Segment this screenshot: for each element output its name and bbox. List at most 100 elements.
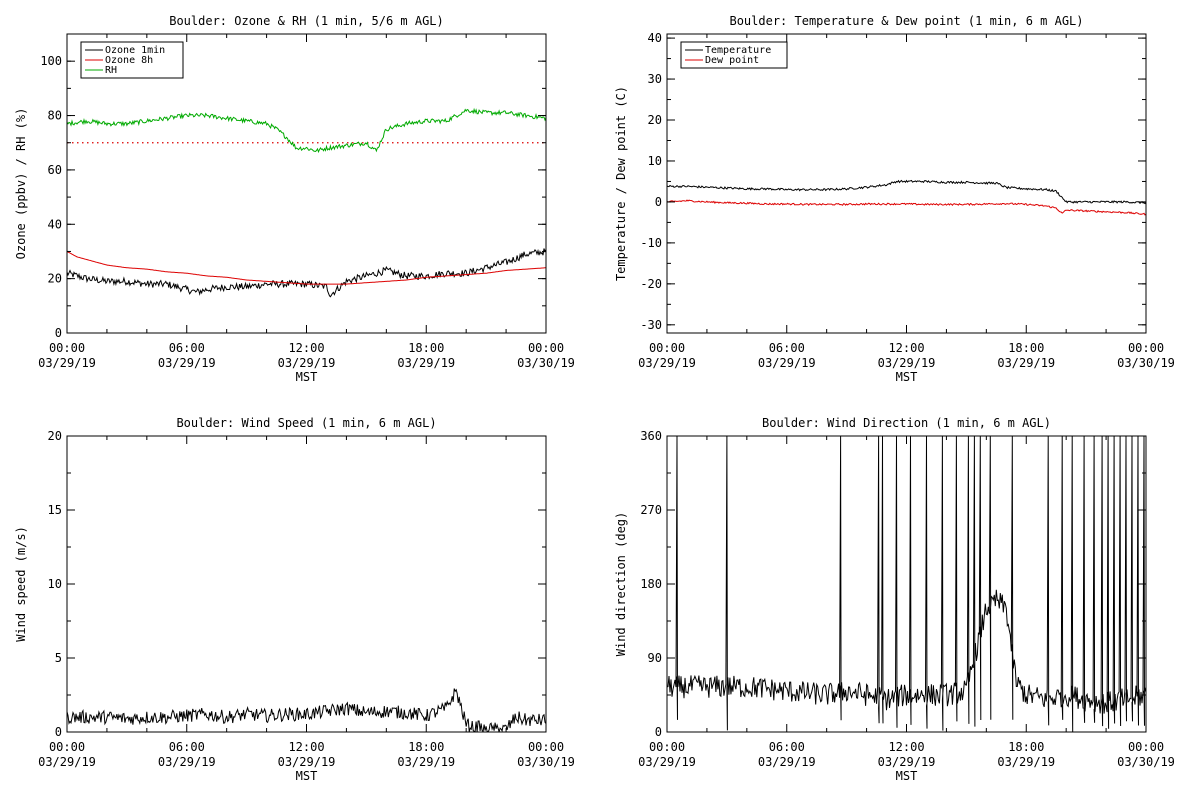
x-axis-label: MST bbox=[896, 370, 918, 384]
y-axis-label: Temperature / Dew point (C) bbox=[614, 86, 628, 281]
x-tick-time-label: 18:00 bbox=[408, 341, 444, 355]
x-tick-date-label: 03/29/19 bbox=[278, 755, 336, 769]
chart-title: Boulder: Wind Direction (1 min, 6 m AGL) bbox=[762, 416, 1051, 430]
plot-frame bbox=[666, 33, 1147, 334]
x-tick-time-label: 18:00 bbox=[1008, 341, 1044, 355]
plot-frame bbox=[66, 435, 547, 733]
x-tick-date-label: 03/29/19 bbox=[38, 755, 96, 769]
y-tick-label: 0 bbox=[655, 195, 662, 209]
y-tick-label: -20 bbox=[640, 277, 662, 291]
x-tick-date-label: 03/29/19 bbox=[397, 755, 455, 769]
plot-frame bbox=[66, 33, 547, 334]
series-line-rh bbox=[67, 107, 546, 154]
y-tick-label: 0 bbox=[655, 725, 662, 739]
x-tick-date-label: 03/29/19 bbox=[758, 356, 816, 370]
legend-label: Dew point bbox=[705, 55, 759, 66]
chart-title: Boulder: Wind Speed (1 min, 6 m AGL) bbox=[176, 416, 436, 430]
y-tick-label: 40 bbox=[48, 217, 62, 231]
legend-label: RH bbox=[105, 65, 117, 76]
series-line-data bbox=[667, 436, 1146, 732]
x-tick-date-label: 03/29/19 bbox=[997, 356, 1055, 370]
x-tick-time-label: 00:00 bbox=[49, 341, 85, 355]
y-axis-label: Ozone (ppbv) / RH (%) bbox=[14, 108, 28, 260]
chart-panel-3: Boulder: Wind Speed (1 min, 6 m AGL) 0 5 10… bbox=[14, 416, 575, 783]
legend-label: Ozone 8h bbox=[105, 55, 153, 66]
x-tick-date-label: 03/29/19 bbox=[878, 356, 936, 370]
plot-frame bbox=[666, 435, 1147, 733]
x-tick-time-label: 06:00 bbox=[769, 740, 805, 754]
x-tick-date-label: 03/29/19 bbox=[638, 755, 696, 769]
series-line-ozone-1min bbox=[67, 248, 546, 298]
x-tick-time-label: 18:00 bbox=[408, 740, 444, 754]
x-tick-time-label: 00:00 bbox=[649, 740, 685, 754]
x-tick-date-label: 03/29/19 bbox=[638, 356, 696, 370]
x-tick-time-label: 06:00 bbox=[169, 341, 205, 355]
x-tick-date-label: 03/29/19 bbox=[878, 755, 936, 769]
series-line-ozone-8h bbox=[67, 251, 546, 285]
x-tick-date-label: 03/29/19 bbox=[397, 356, 455, 370]
x-tick-time-label: 12:00 bbox=[888, 341, 924, 355]
y-tick-label: 10 bbox=[648, 154, 662, 168]
y-tick-label: 20 bbox=[648, 113, 662, 127]
x-tick-time-label: 06:00 bbox=[769, 341, 805, 355]
y-tick-label: 15 bbox=[48, 503, 62, 517]
y-tick-label: 10 bbox=[48, 577, 62, 591]
y-tick-label: 30 bbox=[648, 72, 662, 86]
x-tick-date-label: 03/29/19 bbox=[158, 755, 216, 769]
y-tick-label: 100 bbox=[40, 54, 62, 68]
y-tick-label: 180 bbox=[640, 577, 662, 591]
x-tick-date-label: 03/30/19 bbox=[517, 356, 575, 370]
x-tick-time-label: 12:00 bbox=[288, 341, 324, 355]
x-tick-date-label: 03/30/19 bbox=[517, 755, 575, 769]
y-tick-label: 0 bbox=[55, 725, 62, 739]
x-tick-time-label: 00:00 bbox=[1128, 341, 1164, 355]
y-tick-label: 20 bbox=[48, 272, 62, 286]
chart-panel-4: Boulder: Wind Direction (1 min, 6 m AGL)… bbox=[614, 416, 1175, 783]
y-tick-label: -30 bbox=[640, 318, 662, 332]
y-tick-label: 60 bbox=[48, 163, 62, 177]
chart-title: Boulder: Ozone & RH (1 min, 5/6 m AGL) bbox=[169, 14, 444, 28]
x-tick-time-label: 00:00 bbox=[49, 740, 85, 754]
y-tick-label: 5 bbox=[55, 651, 62, 665]
x-tick-date-label: 03/29/19 bbox=[758, 755, 816, 769]
x-tick-time-label: 00:00 bbox=[649, 341, 685, 355]
x-tick-date-label: 03/30/19 bbox=[1117, 356, 1175, 370]
x-axis-label: MST bbox=[296, 769, 318, 783]
chart-panel-1: Boulder: Ozone & RH (1 min, 5/6 m AGL) 0 2… bbox=[14, 14, 575, 384]
legend-label: Temperature bbox=[705, 45, 771, 56]
series-line-dew-point bbox=[667, 199, 1146, 216]
chart-title: Boulder: Temperature & Dew point (1 min,… bbox=[729, 14, 1083, 28]
y-tick-label: 0 bbox=[55, 326, 62, 340]
y-tick-label: 20 bbox=[48, 429, 62, 443]
x-tick-time-label: 06:00 bbox=[169, 740, 205, 754]
x-tick-date-label: 03/30/19 bbox=[1117, 755, 1175, 769]
x-tick-time-label: 00:00 bbox=[528, 341, 564, 355]
series-line-temperature bbox=[667, 179, 1146, 205]
y-tick-label: -10 bbox=[640, 236, 662, 250]
x-tick-date-label: 03/29/19 bbox=[278, 356, 336, 370]
legend-box bbox=[680, 41, 788, 69]
y-tick-label: 40 bbox=[648, 31, 662, 45]
series-line-data bbox=[67, 688, 546, 732]
x-tick-date-label: 03/29/19 bbox=[158, 356, 216, 370]
y-axis-label: Wind speed (m/s) bbox=[14, 526, 28, 642]
y-tick-label: 270 bbox=[640, 503, 662, 517]
chart-panel-2: Boulder: Temperature & Dew point (1 min,… bbox=[614, 14, 1175, 384]
y-tick-label: 360 bbox=[640, 429, 662, 443]
x-tick-time-label: 00:00 bbox=[528, 740, 564, 754]
y-tick-label: 80 bbox=[48, 109, 62, 123]
y-tick-label: 90 bbox=[648, 651, 662, 665]
x-tick-date-label: 03/29/19 bbox=[38, 356, 96, 370]
x-tick-time-label: 18:00 bbox=[1008, 740, 1044, 754]
y-axis-label: Wind direction (deg) bbox=[614, 512, 628, 657]
legend-label: Ozone 1min bbox=[105, 45, 165, 56]
x-tick-time-label: 00:00 bbox=[1128, 740, 1164, 754]
x-axis-label: MST bbox=[896, 769, 918, 783]
x-tick-time-label: 12:00 bbox=[288, 740, 324, 754]
x-tick-date-label: 03/29/19 bbox=[997, 755, 1055, 769]
x-axis-label: MST bbox=[296, 370, 318, 384]
